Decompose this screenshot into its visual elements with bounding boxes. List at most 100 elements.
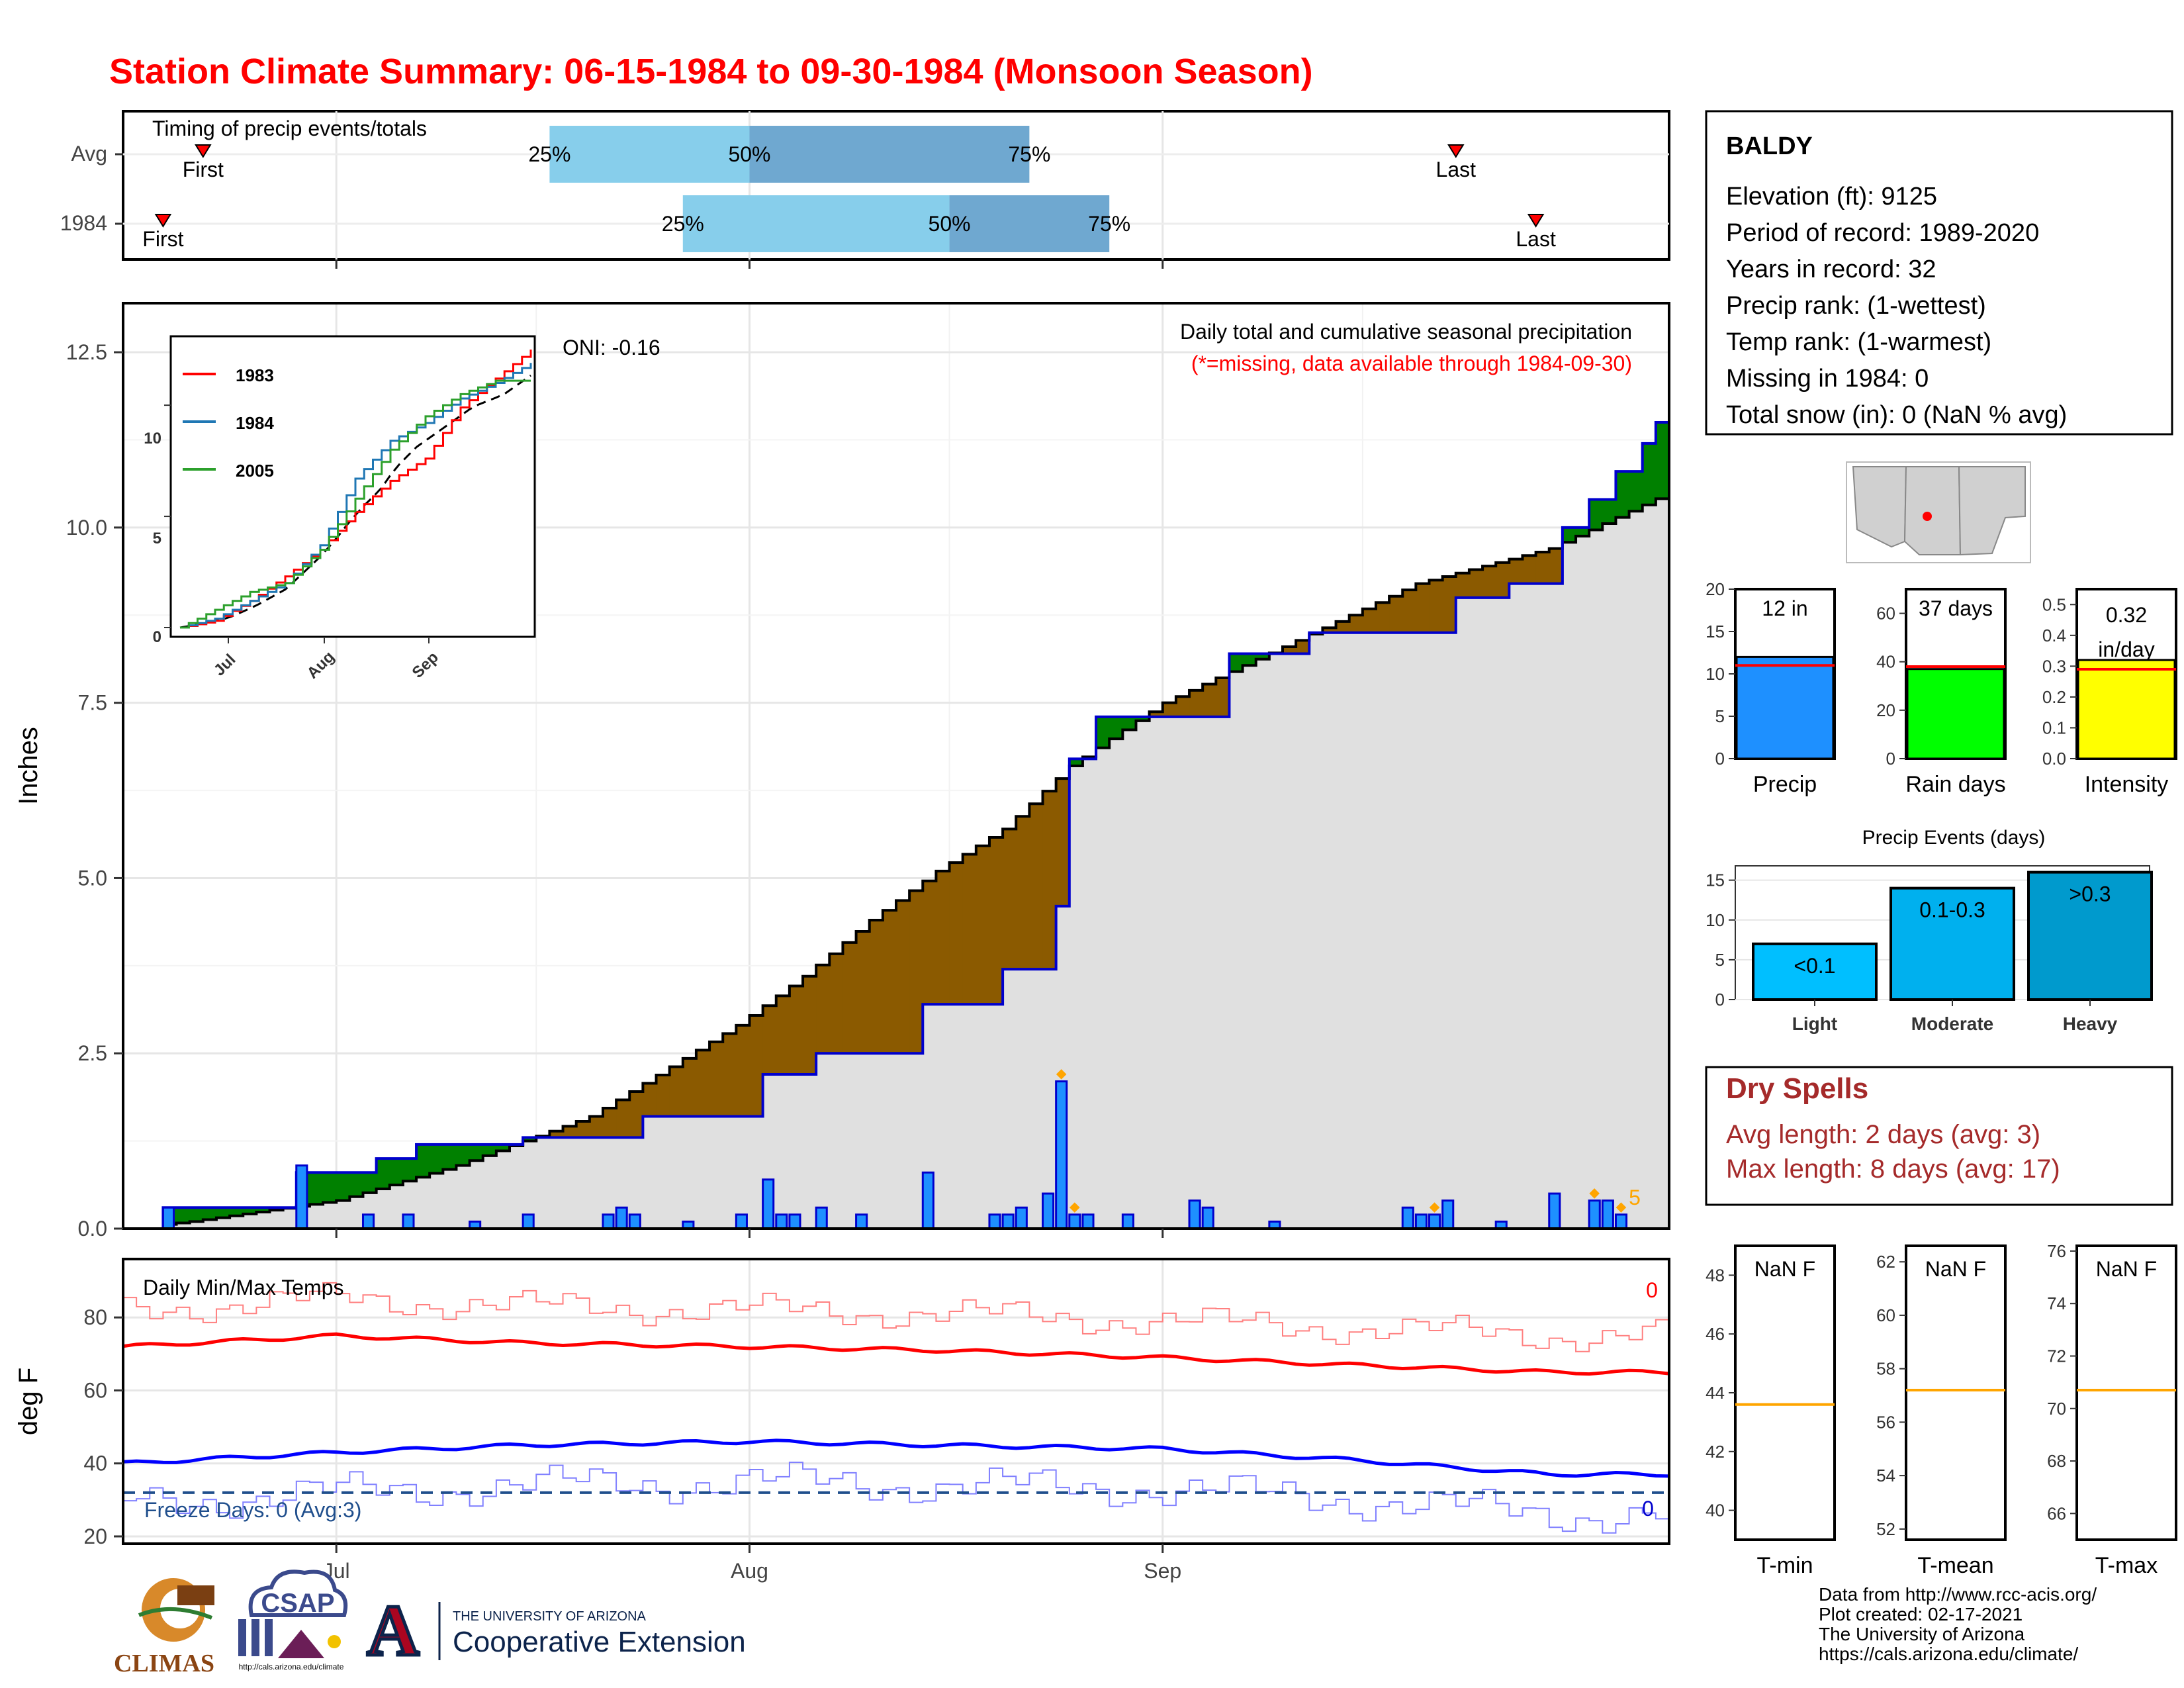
station-location-marker	[1923, 512, 1932, 521]
temp-box-tick: 42	[1706, 1442, 1725, 1462]
location-map	[1846, 461, 2031, 563]
timing-last-label: Last	[1516, 227, 1556, 251]
daily-precip-bar	[1081, 1213, 1095, 1230]
mini-bar-tick: 20	[1706, 579, 1725, 599]
mini-bar-value-unit: in/day	[2098, 637, 2154, 661]
precip-ylabel: Inches	[14, 727, 43, 805]
daily-precip-bar	[815, 1206, 828, 1230]
event-bar-label: Heavy	[2063, 1013, 2118, 1034]
daily-precip-bar	[1121, 1213, 1134, 1230]
mini-bar-tick: 15	[1706, 622, 1725, 641]
mini-bar-tick: 0	[1886, 749, 1895, 769]
daily-precip-bar	[628, 1213, 641, 1230]
daily-precip-bar	[1042, 1192, 1055, 1230]
temp-box-value: NaN F	[1925, 1257, 1986, 1281]
dry-spells-box	[1705, 1066, 2173, 1206]
inset-chart: 1983 1984 2005 0 5 10 Jul Aug Sep	[144, 335, 536, 682]
temp-box-tick: 62	[1876, 1252, 1895, 1272]
daily-precip-bar	[295, 1164, 308, 1230]
temp-box-tick: 40	[1706, 1501, 1725, 1521]
station-years: Years in record: 32	[1726, 256, 1936, 283]
daily-precip-bar	[1414, 1213, 1428, 1230]
temp-ytick: 40	[83, 1452, 107, 1476]
daily-precip-bar	[1015, 1206, 1028, 1230]
timing-last-marker	[1527, 214, 1545, 228]
mini-bar-tick: 0.5	[2042, 594, 2066, 614]
temp-box-label: T-min	[1757, 1553, 1813, 1578]
timing-first-label: First	[183, 158, 224, 181]
daily-precip-bar	[921, 1171, 934, 1230]
station-temp-rank: Temp rank: (1-warmest)	[1726, 328, 1992, 356]
daily-min-temp-line	[123, 1462, 1670, 1534]
daily-precip-bar	[988, 1213, 1001, 1230]
x-tick-label: Aug	[731, 1559, 768, 1583]
mini-bar	[2077, 659, 2176, 760]
temp-box-tick: 48	[1706, 1265, 1725, 1285]
daily-precip-bar	[161, 1206, 175, 1230]
event-bar-label: Moderate	[1911, 1013, 1993, 1034]
daily-precip-bar	[1441, 1199, 1455, 1230]
daily-precip-bar	[522, 1213, 535, 1230]
temp-box-tick: 70	[2047, 1399, 2066, 1419]
timing-last-marker	[1447, 144, 1465, 158]
inset-ytick-0: 0	[153, 628, 161, 646]
x-tick-label: Sep	[1144, 1559, 1181, 1583]
temp-box-tick: 66	[2047, 1503, 2066, 1523]
event-bar-range: 0.1-0.3	[1919, 898, 1985, 922]
event-bar-label: Light	[1792, 1013, 1837, 1034]
precip-ytick: 0.0	[78, 1217, 107, 1241]
timing-p50-label: 50%	[929, 212, 971, 236]
daily-precip-bar	[1068, 1213, 1081, 1230]
mini-bar-tick: 0.2	[2042, 687, 2066, 707]
station-info-box	[1705, 110, 2173, 436]
ua-line2: Cooperative Extension	[453, 1626, 746, 1658]
inset-series-2005	[180, 379, 531, 629]
mini-bar-tick: 10	[1706, 664, 1725, 684]
daily-max-temp-line	[123, 1282, 1670, 1352]
timing-first-label: First	[142, 227, 183, 251]
mini-bar	[1906, 668, 2005, 760]
precip-count-label: 5	[1629, 1186, 1641, 1209]
mini-bar-value-label: 37 days	[1919, 596, 1993, 620]
events-tick: 15	[1706, 870, 1725, 890]
temp-box-t-mean: NaN F T-mean 52 54 56 58 60 62	[1876, 1244, 2007, 1578]
temp-box-t-max: NaN F T-max 66 68 70 72 74 76	[2047, 1241, 2177, 1578]
temp-box-tick: 46	[1706, 1324, 1725, 1344]
timing-last-label: Last	[1436, 158, 1477, 181]
temp-box-tick: 74	[2047, 1293, 2066, 1313]
events-tick: 5	[1715, 950, 1725, 970]
ua-logo: A THE UNIVERSITY OF ARIZONA Cooperative …	[365, 1589, 746, 1673]
mini-bar-label: Rain days	[1905, 772, 2005, 797]
daily-precip-bar	[775, 1213, 788, 1230]
temp-ylabel: deg F	[14, 1368, 43, 1435]
event-bar-range: >0.3	[2069, 882, 2111, 906]
temp-box-label: T-mean	[1917, 1553, 1993, 1578]
daily-precip-bar	[762, 1178, 775, 1230]
mini-bar-chart-precip: 12 in Precip 0 5 10 15 20	[1706, 579, 1836, 797]
timing-row-label-year: 1984	[60, 211, 107, 235]
temp-ytick: 20	[83, 1524, 107, 1548]
daily-precip-bar	[1055, 1080, 1068, 1230]
temp-box-tick: 60	[1876, 1305, 1895, 1325]
temp-box-tick: 54	[1876, 1466, 1895, 1485]
daily-precip-bar	[402, 1213, 415, 1230]
timing-p75-label: 75%	[1088, 212, 1130, 236]
station-snow: Total snow (in): 0 (NaN % avg)	[1726, 401, 2068, 429]
mini-bar-tick: 0.1	[2042, 718, 2066, 737]
inset-legend-2005: 2005	[236, 461, 274, 481]
temp-box-tick: 44	[1706, 1383, 1725, 1403]
timing-bar-upper	[949, 195, 1110, 252]
mini-bar-value-label: 0.32	[2106, 603, 2147, 627]
mini-bar-tick: 60	[1876, 604, 1895, 624]
event-bar-heavy	[2027, 870, 2153, 1001]
dry-spells-max: Max length: 8 days (avg: 17)	[1726, 1154, 2060, 1184]
timing-bar-upper	[749, 126, 1030, 183]
station-period: Period of record: 1989-2020	[1726, 219, 2040, 247]
precip-ytick: 12.5	[66, 340, 107, 364]
freeze-days-label: Freeze Days: 0 (Avg:3)	[144, 1498, 361, 1522]
mini-bar-tick: 20	[1876, 700, 1895, 720]
inset-ytick-10: 10	[144, 430, 161, 447]
daily-precip-bar	[1001, 1213, 1015, 1230]
event-bar-moderate	[1889, 886, 2015, 1001]
mini-bar-label: Intensity	[2085, 772, 2169, 797]
